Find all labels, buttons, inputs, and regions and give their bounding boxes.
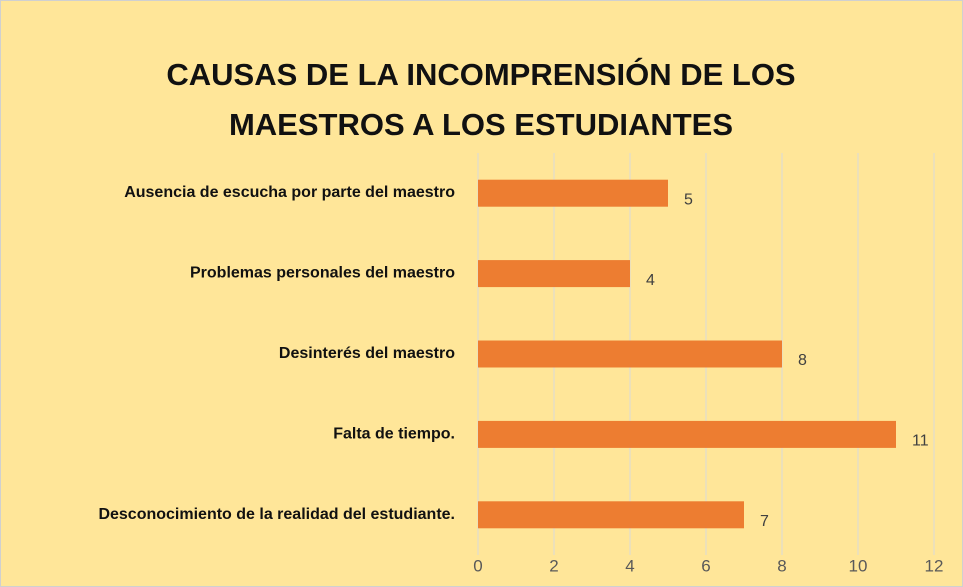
x-tick-label: 2 xyxy=(549,556,558,575)
data-label: 4 xyxy=(646,272,655,289)
y-tick-label: Problemas personales del maestro xyxy=(190,265,455,282)
x-tick-label: 6 xyxy=(701,556,710,575)
y-tick-label: Desinterés del maestro xyxy=(279,345,455,362)
bar xyxy=(478,179,668,207)
y-tick-label: Falta de tiempo. xyxy=(333,426,455,443)
x-tick-label: 0 xyxy=(473,556,482,575)
x-tick-label: 4 xyxy=(625,556,634,575)
x-tick-label: 12 xyxy=(925,556,944,575)
bar xyxy=(478,420,896,448)
bar xyxy=(478,260,630,288)
chart-title: CAUSAS DE LA INCOMPRENSIÓN DE LOS MAESTRO… xyxy=(166,56,795,142)
x-tick-label: 10 xyxy=(849,556,868,575)
data-label: 8 xyxy=(798,352,807,369)
data-label: 7 xyxy=(760,513,769,530)
data-label: 5 xyxy=(684,191,693,208)
data-label: 11 xyxy=(912,433,929,450)
y-tick-label: Ausencia de escucha por parte del maestr… xyxy=(124,184,455,201)
bar xyxy=(478,340,782,368)
y-tick-label: Desconocimiento de la realidad del estud… xyxy=(98,506,455,523)
x-tick-label: 8 xyxy=(777,556,786,575)
bar xyxy=(478,501,744,529)
